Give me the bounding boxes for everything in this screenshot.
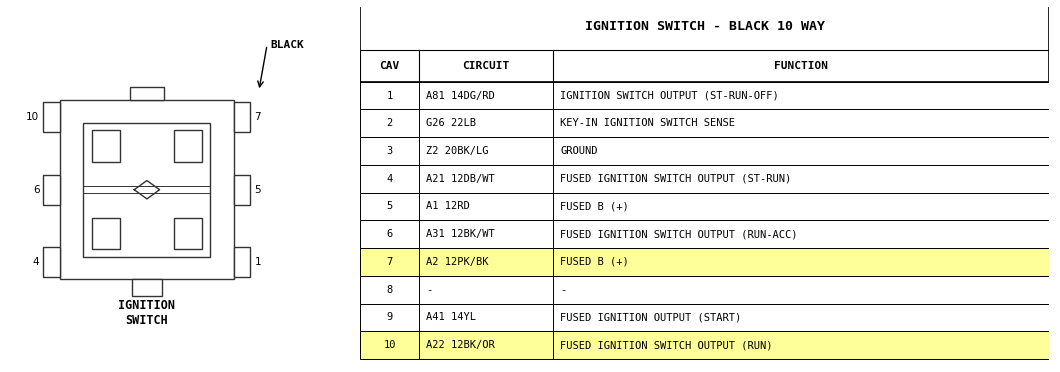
Text: 7: 7 [254,112,261,122]
Text: 8: 8 [387,285,393,295]
Text: A81 14DG/RD: A81 14DG/RD [426,90,495,100]
Bar [360,193,1049,220]
Text: 10: 10 [384,340,396,350]
Text: A41 14YL: A41 14YL [426,312,476,323]
Text: CAV: CAV [379,61,400,71]
Text: A21 12DB/WT: A21 12DB/WT [426,174,495,184]
Bar [234,102,250,132]
Text: FUSED B (+): FUSED B (+) [561,257,629,267]
Bar [43,247,60,277]
Text: A31 12BK/WT: A31 12BK/WT [426,229,495,239]
Bar [60,100,234,279]
Text: 6: 6 [387,229,393,239]
Text: GROUND: GROUND [561,146,598,156]
Text: CIRCUIT: CIRCUIT [462,61,510,71]
Text: 3: 3 [387,146,393,156]
Text: BLACK: BLACK [270,40,304,49]
Bar [234,175,250,205]
Bar [92,218,120,249]
Bar [360,109,1049,137]
Text: FUSED IGNITION SWITCH OUTPUT (RUN): FUSED IGNITION SWITCH OUTPUT (RUN) [561,340,773,350]
Bar [360,331,1049,359]
Bar [360,165,1049,193]
Text: 7: 7 [387,257,393,267]
Text: FUSED IGNITION SWITCH OUTPUT (ST-RUN): FUSED IGNITION SWITCH OUTPUT (ST-RUN) [561,174,792,184]
Bar [234,247,250,277]
Text: IGNITION
SWITCH: IGNITION SWITCH [119,299,175,327]
Bar [174,130,202,162]
Text: FUSED B (+): FUSED B (+) [561,202,629,212]
Text: A22 12BK/OR: A22 12BK/OR [426,340,495,350]
Text: FUSED IGNITION SWITCH OUTPUT (RUN-ACC): FUSED IGNITION SWITCH OUTPUT (RUN-ACC) [561,229,798,239]
Text: 5: 5 [254,185,261,195]
Text: 5: 5 [387,202,393,212]
Text: FUNCTION: FUNCTION [775,61,828,71]
Bar [174,218,202,249]
Text: 2: 2 [387,118,393,128]
Text: IGNITION SWITCH OUTPUT (ST-RUN-OFF): IGNITION SWITCH OUTPUT (ST-RUN-OFF) [561,90,779,100]
Bar [360,50,1049,81]
Text: 1: 1 [387,90,393,100]
Bar [360,304,1049,331]
Bar [43,175,60,205]
Text: 6: 6 [33,185,39,195]
Text: A2 12PK/BK: A2 12PK/BK [426,257,489,267]
Bar [92,130,120,162]
Bar [360,248,1049,276]
Text: -: - [561,285,566,295]
Text: Z2 20BK/LG: Z2 20BK/LG [426,146,489,156]
Text: 4: 4 [387,174,393,184]
Text: FUSED IGNITION OUTPUT (START): FUSED IGNITION OUTPUT (START) [561,312,741,323]
Bar [43,102,60,132]
Text: 1: 1 [254,257,261,267]
Bar [360,276,1049,304]
Text: 10: 10 [26,112,39,122]
Bar [360,81,1049,109]
Bar [84,123,210,257]
Bar [360,220,1049,248]
Text: G26 22LB: G26 22LB [426,118,476,128]
Bar [130,87,163,100]
Text: A1 12RD: A1 12RD [426,202,470,212]
Bar [360,137,1049,165]
Bar [360,0,1049,81]
Text: IGNITION SWITCH - BLACK 10 WAY: IGNITION SWITCH - BLACK 10 WAY [585,20,825,33]
Text: 4: 4 [33,257,39,267]
Bar [131,279,162,296]
Text: 9: 9 [387,312,393,323]
Text: KEY-IN IGNITION SWITCH SENSE: KEY-IN IGNITION SWITCH SENSE [561,118,736,128]
Text: -: - [426,285,432,295]
